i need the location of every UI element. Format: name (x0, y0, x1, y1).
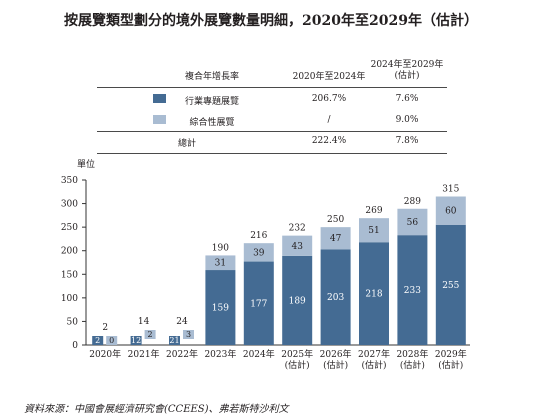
bar-comprehensive (282, 235, 313, 256)
bar-value-label: 2 (95, 336, 100, 345)
legend-swatch-comprehensive (153, 115, 166, 124)
x-tick-label: 2020年 (89, 348, 121, 360)
bar-total-label: 190 (212, 243, 229, 253)
table-cell: 206.7% (311, 94, 347, 104)
bar-value-label: 218 (365, 290, 382, 300)
bar-total-label: 289 (404, 197, 421, 207)
bar-value-label: 0 (109, 336, 114, 345)
bar-value-label: 159 (212, 304, 229, 314)
bar-industry (359, 242, 389, 345)
bar-industry (169, 336, 180, 345)
bar-value-label: 189 (289, 296, 306, 306)
table-row: 行業專題展覽 206.7% 7.6% (97, 92, 447, 112)
bar-value-label: 12 (131, 336, 141, 345)
table-rule-bottom (97, 153, 447, 154)
x-tick-label: 2022年 (166, 348, 198, 360)
bar-value-label: 233 (404, 286, 421, 296)
bar-comprehensive (183, 330, 194, 339)
bar-comprehensive (320, 227, 351, 250)
bar-comprehensive (359, 218, 389, 243)
table-row-label: 總計 (177, 139, 196, 149)
x-tick-label: 2027年(估計) (358, 348, 390, 371)
bar-value-label: 51 (368, 226, 379, 236)
bar-industry (243, 261, 274, 345)
bar-industry (282, 255, 313, 345)
bar-value-label: 60 (445, 207, 457, 217)
x-tick-label: 2023年 (204, 348, 236, 360)
table-cell: 222.4% (311, 136, 347, 146)
bar-total-label: 2 (102, 323, 108, 333)
bar-industry (130, 336, 142, 345)
bar-value-label: 21 (169, 336, 179, 345)
table-cell: / (327, 115, 331, 125)
y-axis-unit-label: 單位 (77, 160, 96, 170)
x-tick-label: 2024年 (243, 348, 275, 360)
table-row: 綜合性展覽 / 9.0% (97, 113, 447, 133)
table-cell: 7.8% (395, 136, 419, 146)
bar-value-label: 39 (253, 248, 265, 258)
bar-comprehensive (397, 208, 428, 236)
bar-total-label: 232 (289, 224, 306, 234)
table-cell: 9.0% (395, 115, 419, 125)
bar-total-label: 250 (327, 215, 344, 225)
source-note: 資料來源：中國會展經濟研究會(CCEES)、弗若斯特沙利文 (24, 404, 289, 415)
bar-value-label: 47 (330, 234, 342, 244)
x-tick-label: 2021年 (128, 348, 160, 360)
table-cell: 7.6% (395, 94, 419, 104)
bar-value-label: 177 (250, 299, 267, 309)
table-header-row: 複合年增長率 2020年至2024年 2024年至2029年 (估計) (97, 60, 447, 86)
table-header-col2: 2024年至2029年 (估計) (370, 60, 444, 81)
y-tick-label: 300 (61, 200, 78, 210)
bar-comprehensive (243, 243, 274, 262)
table-row-label: 綜合性展覽 (189, 118, 235, 128)
bar-value-label: 203 (327, 293, 344, 303)
y-tick-label: 100 (61, 294, 78, 304)
table-header-label: 複合年增長率 (184, 72, 239, 82)
table-header-col1: 2020年至2024年 (292, 72, 366, 82)
y-tick-label: 200 (61, 247, 78, 257)
bar-value-label: 43 (291, 242, 303, 252)
bar-value-label: 255 (442, 281, 459, 291)
x-tick-label: 2028年(估計) (396, 348, 428, 371)
bar-industry (205, 270, 236, 345)
table-rule-middle (97, 131, 447, 132)
bar-comprehensive (144, 330, 156, 339)
bar-comprehensive (205, 255, 236, 271)
bar-value-label: 2 (148, 330, 153, 339)
bar-value-label: 3 (186, 330, 191, 339)
bar-comprehensive (106, 336, 118, 345)
bar-industry (397, 235, 428, 345)
y-tick-label: 250 (61, 223, 78, 233)
table-row: 總計 222.4% 7.8% (97, 134, 447, 154)
table-rule-top (97, 87, 447, 88)
y-tick-label: 0 (72, 341, 78, 351)
table-row-label: 行業專題展覽 (184, 97, 239, 107)
x-tick-label: 2029年(估計) (435, 348, 467, 371)
y-tick-label: 350 (61, 176, 78, 186)
bar-industry (92, 336, 104, 345)
bar-value-label: 56 (407, 218, 419, 228)
bar-total-label: 14 (138, 317, 150, 327)
bar-total-label: 216 (250, 231, 267, 241)
x-tick-label: 2026年(估計) (320, 348, 352, 371)
x-tick-label: 2025年(估計) (281, 348, 313, 371)
legend-swatch-industry (153, 94, 166, 103)
bar-industry (435, 224, 466, 345)
y-tick-label: 50 (67, 317, 79, 327)
y-tick-label: 150 (61, 270, 78, 280)
bar-comprehensive (435, 196, 466, 225)
bar-value-label: 31 (215, 259, 226, 269)
bar-total-label: 315 (442, 185, 459, 195)
bar-total-label: 24 (176, 317, 188, 327)
bar-total-label: 269 (365, 206, 382, 216)
bar-industry (320, 249, 351, 345)
chart-title: 按展覽類型劃分的境外展覽數量明細，2020年至2029年（估計） (64, 13, 478, 29)
